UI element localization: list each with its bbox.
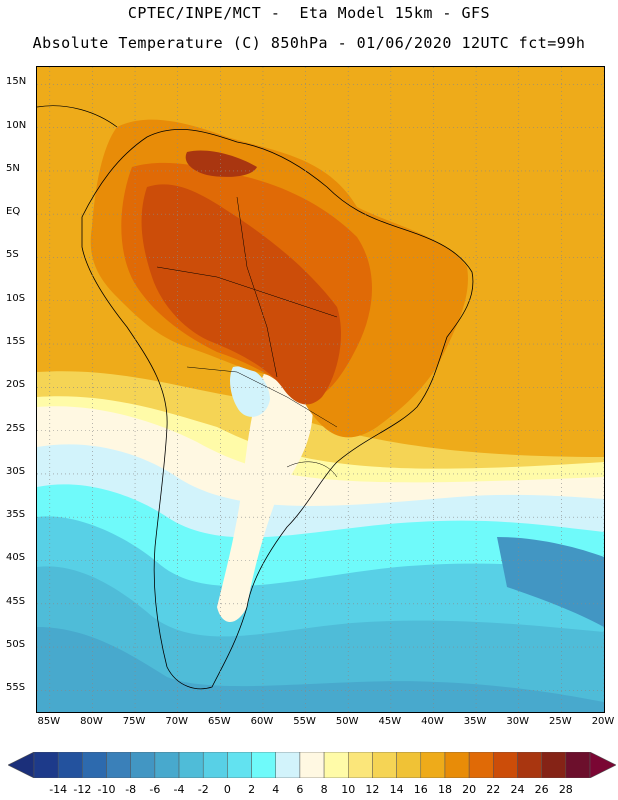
colorbar-tick-label: 18 (437, 783, 452, 796)
latitude-label: 35S (6, 509, 26, 521)
colorbar-swatch (202, 752, 228, 778)
longitude-label: 70W (165, 716, 188, 727)
latitude-label: 5N (6, 162, 20, 174)
longitude-label: 25W (549, 716, 572, 727)
colorbar-swatch (178, 752, 204, 778)
continental-very-hot-field (141, 184, 342, 405)
colorbar-tick-label: -2 (197, 783, 209, 796)
title-line-2: Absolute Temperature (C) 850hPa - 01/06/… (32, 34, 586, 52)
latitude-label: 25S (6, 422, 26, 434)
colorbar-overflow-arrow (589, 752, 616, 778)
latitude-label: 30S (6, 465, 26, 477)
cold-pocket (230, 366, 270, 417)
latitude-label: 15S (6, 336, 26, 348)
longitude-label: 65W (208, 716, 231, 727)
colorbar-swatch (565, 752, 591, 778)
latitude-label: 40S (6, 552, 26, 564)
colorbar (8, 752, 616, 778)
latitude-label: 10S (6, 292, 26, 304)
longitude-label: 20W (591, 716, 615, 727)
colorbar-tick-label: 24 (510, 783, 525, 796)
latitude-label: 10N (6, 119, 27, 131)
colorbar-swatch (82, 752, 107, 778)
colorbar-tick-label: -14 (49, 783, 68, 796)
colorbar-swatch (33, 752, 59, 778)
latitude-label: 5S (6, 249, 19, 261)
colorbar-swatch (541, 752, 567, 778)
colorbar-tick-label: 14 (389, 783, 404, 796)
longitude-label: 80W (80, 716, 103, 727)
colorbar-tick-label: 2 (248, 783, 256, 796)
graticule (37, 67, 604, 712)
colorbar-swatch (130, 752, 156, 778)
colorbar-tick-label: -12 (73, 783, 92, 796)
colorbar-swatch (517, 752, 542, 778)
colorbar-tick-label: 12 (365, 783, 380, 796)
colorbar-tick-label: 28 (558, 783, 573, 796)
colorbar-tick-label: 10 (341, 783, 356, 796)
temperature-map (36, 66, 605, 713)
colorbar-tick-label: 6 (296, 783, 304, 796)
border-line-3 (236, 196, 278, 378)
colorbar-tick-label: -4 (173, 783, 185, 796)
latitude-label: 55S (6, 682, 26, 694)
colorbar-tick-label: 16 (413, 783, 428, 796)
polar-field-band (37, 627, 604, 712)
longitude-label: 55W (293, 716, 316, 727)
colorbar-swatch (57, 752, 83, 778)
latitude-label: 50S (6, 639, 26, 651)
colorbar-swatch (154, 752, 180, 778)
colorbar-swatch (299, 752, 325, 778)
latitude-label: EQ (6, 206, 21, 218)
andes-lee-cool-tongue (217, 366, 313, 622)
colorbar-swatch (444, 752, 470, 778)
colorbar-tick-label: -6 (149, 783, 161, 796)
colorbar-swatch (323, 752, 349, 778)
longitude-label: 50W (335, 716, 359, 727)
colorbar-swatch (396, 752, 422, 778)
colorbar-underflow-arrow (8, 752, 35, 778)
central-america-outline (37, 105, 118, 128)
longitude-label: 60W (250, 716, 274, 727)
title-line-1: CPTEC/INPE/MCT - Eta Model 15km - GFS (127, 4, 491, 22)
colorbar-swatch (468, 752, 494, 778)
colorbar-tick-label: 0 (223, 783, 231, 796)
hot-spot-north (185, 150, 257, 177)
colorbar-swatch (493, 752, 518, 778)
colorbar-tick-label: 26 (534, 783, 549, 796)
border-line-4 (286, 461, 338, 478)
colorbar-swatch (275, 752, 301, 778)
colorbar-tick-label: 20 (462, 783, 477, 796)
colorbar-tick-label: 4 (272, 783, 280, 796)
colorbar-swatch (251, 752, 276, 778)
longitude-label: 45W (378, 716, 402, 727)
colorbar-swatch (372, 752, 397, 778)
cold-ocean-patch (497, 537, 604, 627)
colorbar-swatch (227, 752, 252, 778)
longitude-label: 75W (122, 716, 146, 727)
colorbar-swatch (348, 752, 373, 778)
south-america-outline (81, 129, 474, 690)
longitude-label: 40W (421, 716, 444, 727)
latitude-label: 15N (6, 76, 27, 88)
latitude-label: 45S (6, 595, 26, 607)
colorbar-tick-label: -10 (97, 783, 116, 796)
latitude-label: 20S (6, 379, 26, 391)
colorbar-tick-label: 22 (486, 783, 501, 796)
longitude-label: 30W (506, 716, 530, 727)
colorbar-tick-label: -8 (125, 783, 137, 796)
border-line-2 (156, 266, 338, 318)
border-line-1 (186, 366, 338, 428)
colorbar-swatch (420, 752, 446, 778)
longitude-label: 85W (37, 716, 61, 727)
map-canvas (37, 67, 604, 712)
colorbar-swatch (106, 752, 131, 778)
frigid-field-band (37, 566, 604, 712)
longitude-label: 35W (463, 716, 487, 727)
colorbar-tick-label: 8 (320, 783, 328, 796)
